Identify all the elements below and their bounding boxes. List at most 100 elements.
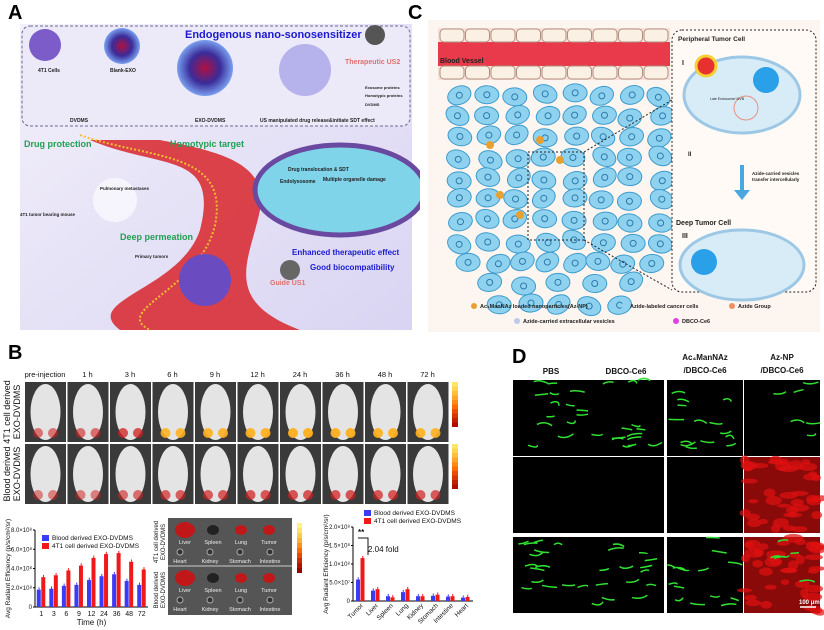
timepoint-label: 12 h [250,370,265,379]
organ-label: Tumor [261,588,277,594]
colorbar-segment [452,409,458,414]
bar [129,561,134,607]
cell-nucleus [598,92,606,100]
red-signal [736,588,753,593]
endothelial-cell [490,28,516,43]
cell-nucleus [628,91,636,99]
tumor-fluorescence [203,490,213,500]
green-signal [524,563,539,568]
legend-icon [514,318,520,324]
cancer-cell [592,211,618,231]
panel-d-microscopy: PBS DBCO-Ce6 Ac₄ManNAz/DBCO-Ce6 Az-NP/DBCO-… [513,353,824,616]
exo-dvdms-icon [177,40,233,96]
tumor-fluorescence [288,490,298,500]
y-tick-label: 8.0×10⁸ [11,527,33,534]
cell-nucleus [484,238,492,246]
cancer-cell [530,147,556,167]
organ-label: Stomach [229,607,251,613]
legend-icon [729,303,735,309]
red-signal [814,609,824,616]
red-signal [804,554,823,561]
tumor-fluorescence [175,490,186,500]
y-tick-label: 2.0×10⁸ [329,524,351,531]
cell-nucleus [544,239,552,247]
cancer-cell [616,191,642,211]
colorbar-segment [297,533,302,538]
cell-nucleus [455,240,463,248]
bar [112,574,117,607]
green-signal [626,432,643,438]
4t1-cells-icon [29,29,61,61]
cancer-cell [474,106,500,126]
cancer-cell [619,271,644,292]
green-signal [612,543,625,548]
cell-nucleus [570,216,578,224]
cancer-cell [445,105,470,126]
red-signal [744,594,757,601]
primary-tumor-icon [179,254,231,306]
vessel-wall [79,134,218,331]
microscopy-panel [588,457,664,533]
fold-change-label: 2.04 fold [368,545,399,554]
blank-exo-icon [104,28,140,64]
cell-nucleus [518,257,526,265]
cancer-cell [585,251,611,272]
organ [263,573,275,583]
bar [137,584,142,607]
column-header: /DBCO-Ce6 [760,366,804,375]
cell-nucleus [455,91,463,99]
red-signal [803,473,819,481]
exvivo-row-label: EXO-DVDMS [161,572,167,608]
colorbar-segment [452,480,458,485]
mouse-body [413,384,443,440]
green-signal [668,582,678,586]
cell-nucleus [591,280,599,288]
organ-label: Spleen [204,540,221,546]
cell-nucleus [456,218,464,226]
green-signal [541,584,558,589]
cancer-cell [502,87,528,107]
cell-nucleus [543,258,551,266]
endothelial-cell [567,65,592,80]
green-signal [726,442,737,447]
green-signal [638,552,649,555]
colorbar-segment [452,457,458,462]
cell-nucleus [527,299,535,307]
colorbar-segment [452,448,458,453]
bar [356,579,360,601]
panel-a-label: Homotypic target [170,139,244,149]
significance-label: ** [358,528,365,537]
red-signal [794,580,810,588]
colorbar-segment [297,568,302,573]
cell-nucleus [656,152,664,160]
cancer-cell [475,232,501,252]
organ-label: Intestine [260,559,281,565]
cell-nucleus [654,93,662,101]
legend-swatch [364,510,371,516]
green-signal [565,403,575,407]
legend-icon [621,303,627,309]
green-signal [561,584,576,587]
legend-label: Blood derived EXO-DVDMS [374,510,456,517]
organ-label: Kidney [202,607,219,613]
organ [207,525,219,535]
tumor-fluorescence [415,490,426,500]
red-signal [789,504,810,512]
bar [401,592,405,601]
cell-nucleus [573,132,581,140]
organ [175,522,195,538]
tumor-fluorescence [288,428,298,438]
tumor-fluorescence [373,428,383,438]
green-signal [697,567,710,572]
green-signal [550,400,560,406]
cancer-cell [506,167,531,189]
organ-label: Lung [235,540,247,546]
y-tick-label: 2.0×10⁸ [11,585,33,592]
panel-c-label: Late Endosome/ MVB [710,97,745,101]
green-signal [523,542,538,546]
mouse-body [30,384,61,440]
cancer-cell [475,208,500,229]
timepoint-label: 9 h [210,370,220,379]
red-signal [753,548,764,558]
cancer-cell [592,105,617,125]
